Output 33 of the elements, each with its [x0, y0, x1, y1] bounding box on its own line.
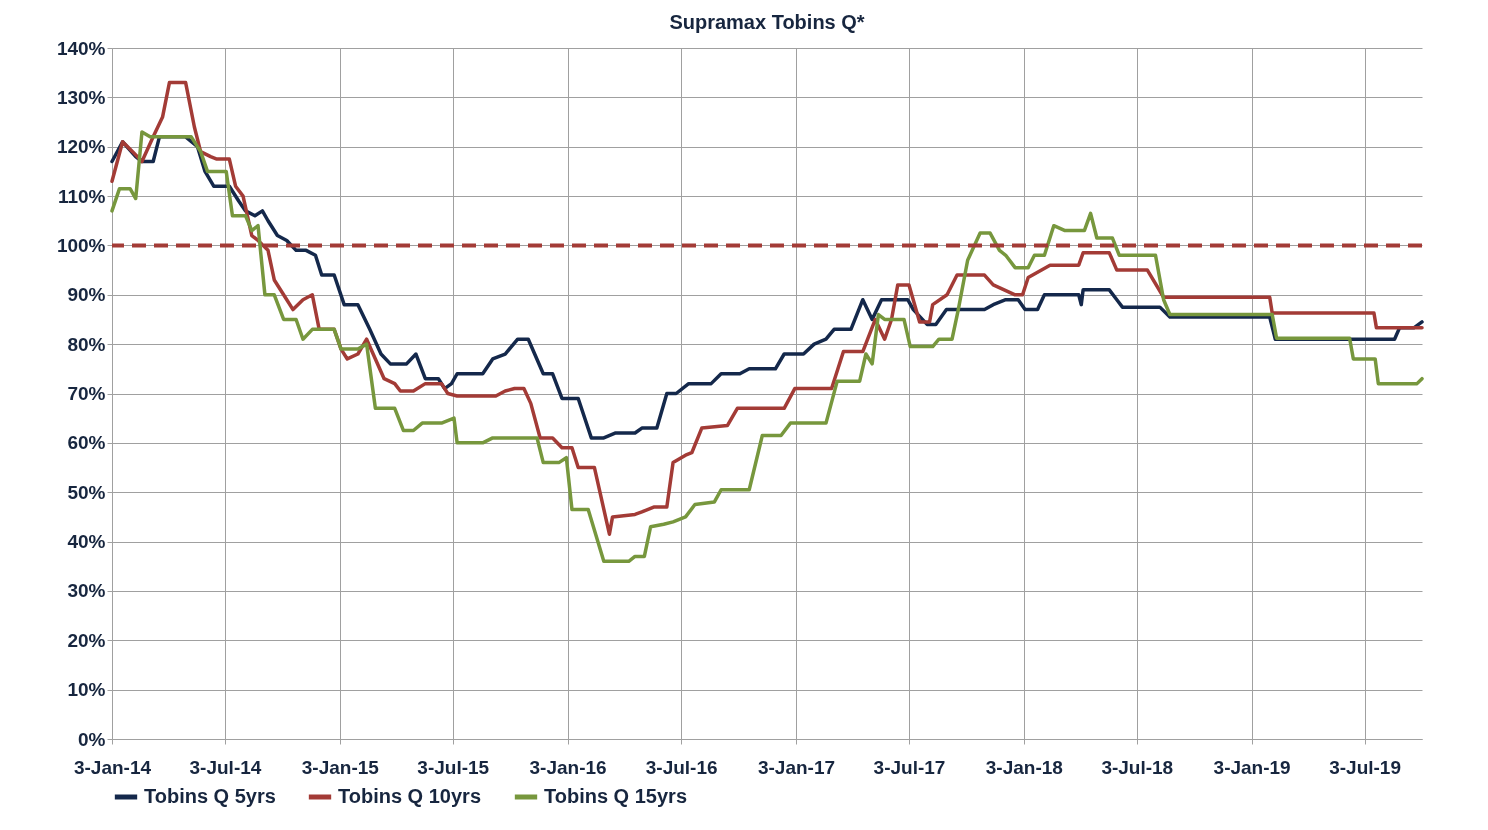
y-tick-label: 90%: [67, 284, 106, 306]
x-tick-label: 3-Jul-14: [189, 756, 262, 778]
y-tick-label: 10%: [67, 679, 106, 701]
legend-label: Tobins Q 10yrs: [338, 785, 482, 807]
line-series: [110, 130, 1424, 564]
x-tick-label: 3-Jul-15: [417, 756, 490, 778]
x-tick-label: 3-Jul-18: [1101, 756, 1174, 778]
y-tick-label: 20%: [67, 629, 106, 651]
y-tick-label: 40%: [67, 531, 106, 553]
x-tick-label: 3-Jan-16: [529, 756, 607, 778]
y-tick-label: 120%: [56, 136, 106, 158]
x-tick-label: 3-Jan-18: [985, 756, 1063, 778]
y-tick-label: 60%: [67, 432, 106, 454]
y-tick-label: 80%: [67, 333, 106, 355]
y-tick-label: 100%: [56, 234, 106, 256]
legend-label: Tobins Q 15yrs: [544, 785, 688, 807]
x-tick-label: 3-Jan-15: [301, 756, 380, 778]
y-tick-label: 0%: [78, 728, 106, 750]
y-tick-label: 30%: [67, 580, 106, 602]
y-tick-label: 70%: [67, 383, 106, 404]
x-tick-label: 3-Jan-19: [1213, 756, 1291, 778]
x-tick-label: 3-Jan-17: [757, 756, 836, 778]
line-series: [110, 80, 1424, 536]
x-tick-label: 3-Jul-16: [645, 756, 718, 778]
x-tick-label: 3-Jul-19: [1329, 756, 1401, 778]
y-tick-label: 50%: [67, 481, 106, 503]
y-tick-label: 140%: [56, 37, 106, 59]
y-tick-label: 130%: [56, 86, 106, 108]
x-tick-label: 3-Jul-17: [873, 756, 946, 778]
y-tick-label: 110%: [57, 185, 106, 207]
chart-title: Supramax Tobins Q*: [669, 11, 865, 33]
legend-label: Tobins Q 5yrs: [144, 785, 276, 807]
x-tick-label: 3-Jan-14: [73, 756, 152, 778]
